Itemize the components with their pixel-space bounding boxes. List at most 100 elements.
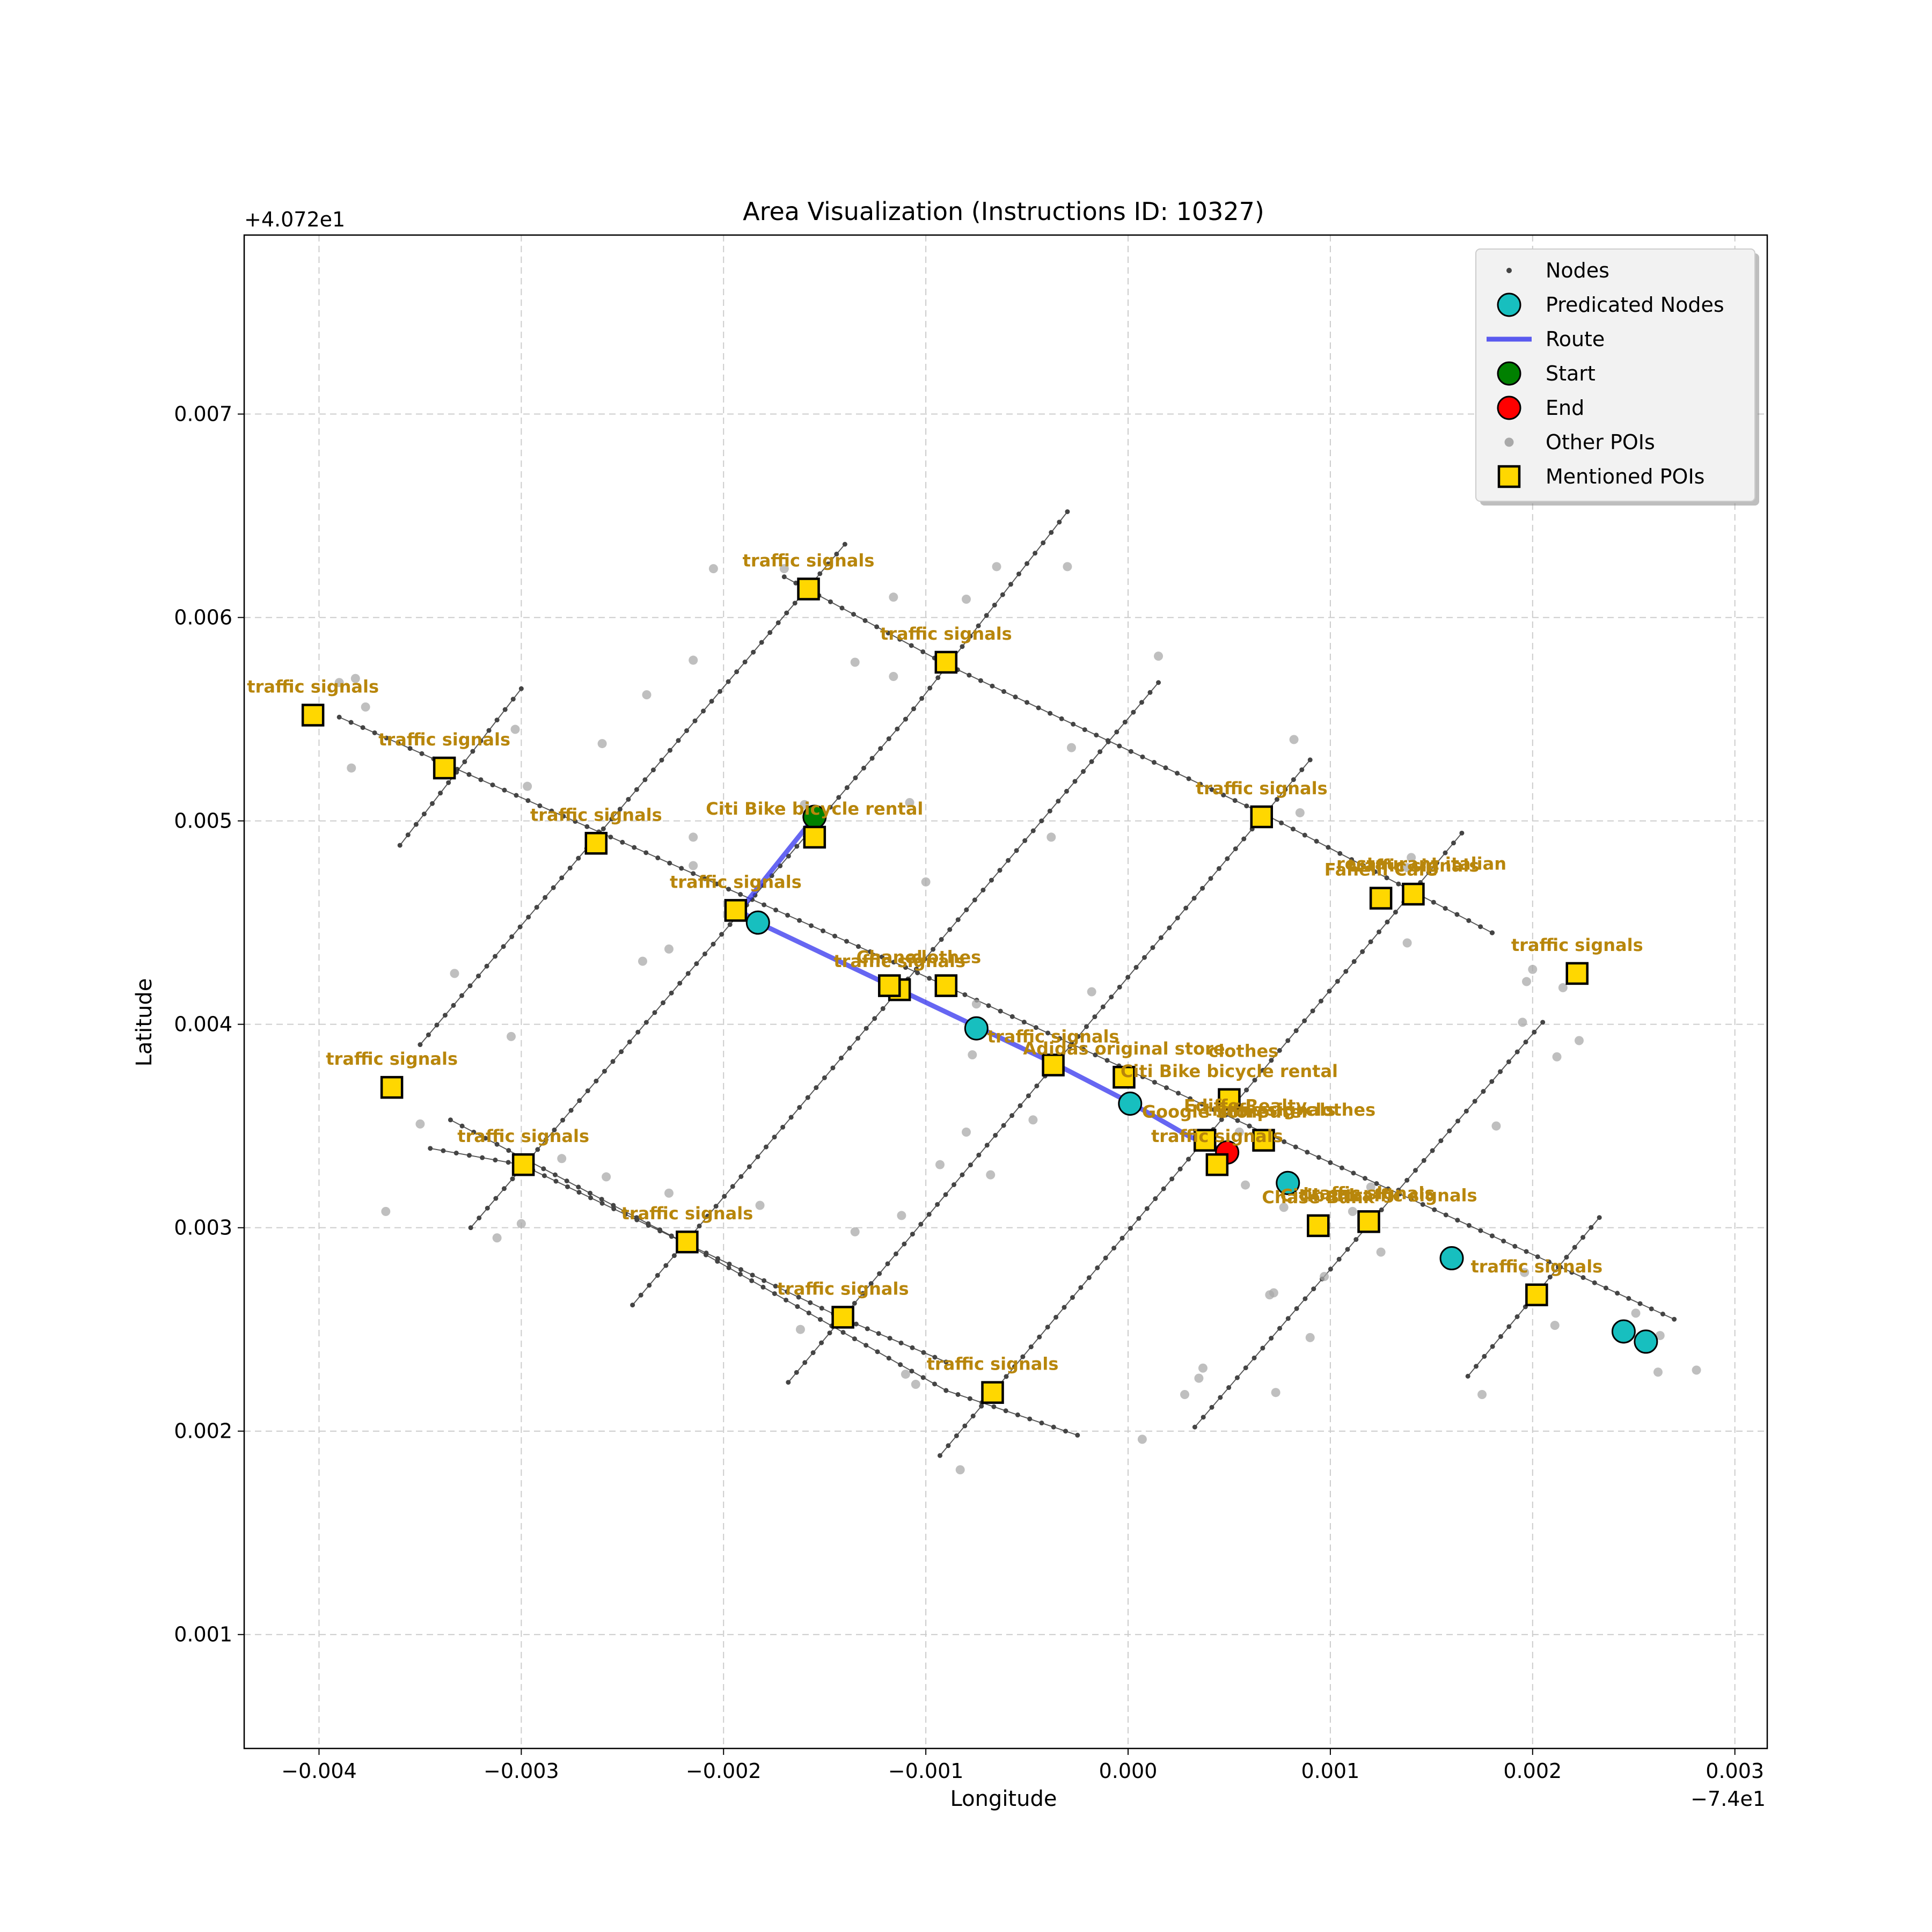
node-point (1103, 1255, 1108, 1261)
node-point (836, 795, 841, 800)
other-poi-point (1520, 1268, 1529, 1277)
node-point (920, 649, 926, 654)
node-point (1140, 754, 1145, 759)
node-point (1018, 1103, 1023, 1108)
node-point (1158, 935, 1163, 940)
node-point (819, 1306, 824, 1311)
node-point (1208, 876, 1213, 881)
node-point (697, 1223, 702, 1228)
node-point (1175, 915, 1180, 920)
node-point (1192, 1424, 1197, 1430)
node-point (828, 804, 833, 810)
node-point (1285, 1316, 1291, 1321)
node-point (1540, 1020, 1546, 1025)
node-point (1421, 1158, 1426, 1163)
node-point (671, 1253, 677, 1258)
node-point (876, 1331, 881, 1336)
node-point (1094, 733, 1099, 738)
node-point (830, 1065, 836, 1071)
other-poi-point (1046, 832, 1056, 842)
node-point (647, 1283, 652, 1288)
node-point (1024, 561, 1030, 566)
node-point (926, 1212, 932, 1217)
mentioned-poi-label: traffic signals (1303, 1183, 1435, 1203)
mentioned-poi-label: traffic signals (927, 1354, 1059, 1374)
node-point (650, 767, 656, 773)
node-point (1498, 1334, 1503, 1339)
node-point (486, 728, 492, 733)
legend: Nodes Predicated Nodes Route Start End Other … (1475, 248, 1759, 506)
node-point (526, 914, 531, 920)
x-tick-label: 0.000 (1099, 1759, 1158, 1783)
node-point (1455, 1118, 1461, 1124)
node-point (336, 714, 342, 720)
node-point (1454, 912, 1460, 917)
node-point (1443, 1212, 1448, 1218)
node-point (946, 1443, 951, 1448)
node-point (1006, 858, 1011, 863)
other-poi-point (1477, 1389, 1487, 1399)
node-point (1188, 1096, 1193, 1101)
node-point (1294, 1306, 1299, 1311)
node-point (1243, 1365, 1248, 1371)
node-point (471, 1130, 477, 1135)
node-point (360, 725, 365, 730)
node-point (553, 1179, 559, 1184)
node-point (869, 756, 875, 761)
node-point (1045, 1030, 1051, 1036)
other-poi-point (1028, 1115, 1038, 1125)
node-point (1001, 689, 1007, 694)
mentioned-poi-marker (797, 577, 820, 601)
mentioned-poi-label: clothes (1208, 1041, 1278, 1061)
node-point (714, 881, 720, 887)
node-point (874, 624, 880, 630)
node-point (490, 782, 495, 788)
node-point (1125, 975, 1131, 980)
other-poi-point (1137, 1435, 1147, 1444)
node-point (886, 736, 891, 742)
legend-other-poi-marker (1504, 437, 1514, 447)
mentioned-poi-label: traffic signals (987, 1026, 1119, 1046)
node-point (817, 571, 823, 576)
node-point (805, 1095, 810, 1100)
node-point (1396, 881, 1401, 887)
node-point (1036, 705, 1041, 711)
node-point (1221, 792, 1226, 797)
node-point (702, 951, 707, 956)
other-poi-point (350, 674, 360, 683)
node-point (785, 912, 791, 918)
other-poi-point (1198, 1363, 1208, 1373)
node-point (1033, 1025, 1038, 1030)
node-point (669, 1234, 674, 1239)
node-point (903, 965, 908, 970)
other-poi-point (1653, 1367, 1663, 1377)
node-point (898, 1340, 904, 1345)
node-point (1139, 700, 1144, 705)
node-point (1277, 1326, 1283, 1331)
node-point (910, 1232, 915, 1237)
node-point (935, 675, 941, 680)
node-point (1420, 1202, 1425, 1207)
node-point (1078, 1285, 1084, 1290)
node-point (1049, 530, 1054, 535)
other-poi-point (1521, 977, 1531, 986)
node-point (1163, 765, 1168, 771)
node-point (852, 1300, 857, 1306)
node-point (1081, 1046, 1086, 1052)
node-point (1353, 1237, 1359, 1242)
node-point (955, 917, 961, 923)
other-poi-point (889, 592, 898, 602)
node-point (1012, 1364, 1017, 1370)
other-poi-point (1305, 1333, 1315, 1342)
node-point (1435, 860, 1440, 866)
node-point (485, 1205, 490, 1211)
node-point (1051, 1424, 1056, 1430)
other-poi-point (1320, 1272, 1329, 1282)
node-point (584, 824, 590, 829)
node-point (576, 855, 581, 861)
node-point (1319, 998, 1324, 1004)
other-poi-point (492, 1233, 502, 1243)
node-point (713, 1204, 719, 1209)
node-point (704, 1250, 709, 1256)
node-point (1374, 1181, 1379, 1186)
